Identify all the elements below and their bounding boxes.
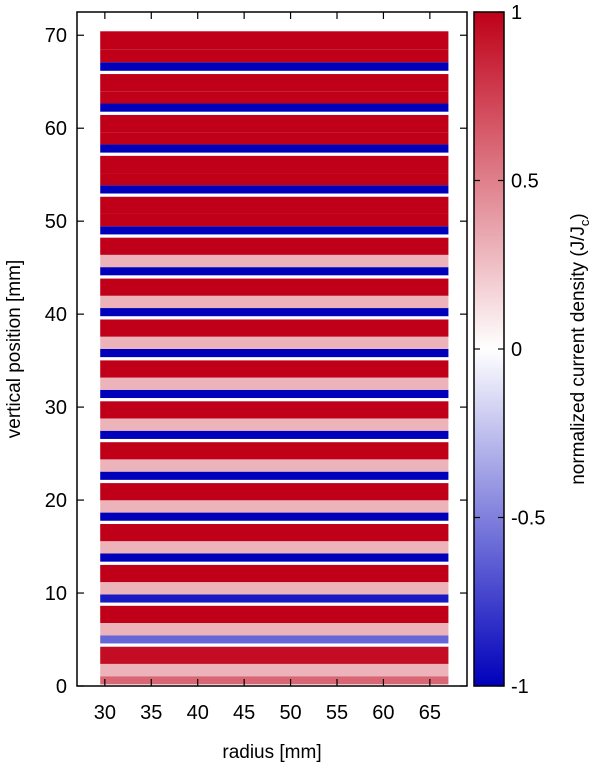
x-tick-label: 35: [140, 702, 162, 724]
tape-bottom-band: [100, 676, 449, 685]
tape-12: [100, 196, 449, 235]
tape-1: [100, 646, 449, 685]
tape-top-band: [100, 605, 449, 623]
colorbar-tick-label: 0.5: [511, 171, 539, 193]
tape-bottom-band: [100, 267, 449, 276]
tape-bottom-band: [100, 103, 449, 112]
tape-bottom-band: [100, 512, 449, 521]
tape-core: [100, 91, 449, 104]
tape-bottom-band: [100, 471, 449, 480]
y-tick-label: 0: [56, 676, 67, 698]
tape-core: [100, 132, 449, 145]
tape-top-band: [100, 319, 449, 337]
tape-top-band: [100, 360, 449, 378]
tape-top-band: [100, 237, 449, 255]
y-tick-label: 10: [45, 583, 67, 605]
tape-bottom-band: [100, 635, 449, 644]
tape-bottom-band: [100, 348, 449, 358]
tape-top-band: [100, 524, 449, 542]
tape-core: [100, 254, 449, 268]
tape-core: [100, 173, 449, 186]
tape-core: [100, 500, 449, 513]
tape-bottom-band: [100, 185, 449, 194]
tape-core: [100, 582, 449, 595]
tape-13: [100, 155, 449, 194]
tape-2: [100, 605, 449, 644]
tape-6: [100, 442, 449, 480]
x-axis-ticks: 30 35 40 45 50 55 60 65: [94, 12, 441, 724]
tape-bottom-band: [100, 553, 449, 562]
tape-top-band: [100, 278, 449, 296]
colorbar-tick-label: 0: [511, 339, 522, 361]
y-tick-label: 40: [45, 304, 67, 326]
x-tick-label: 45: [233, 702, 255, 724]
colorbar-tick-label: -1: [511, 676, 529, 698]
tape-8: [100, 360, 449, 399]
x-axis-title: radius [mm]: [222, 742, 321, 763]
x-tick-label: 50: [279, 702, 301, 724]
tape-top-band: [100, 155, 449, 174]
tape-core: [100, 541, 449, 554]
tape-bottom-band: [100, 389, 449, 399]
x-tick-label: 55: [326, 702, 348, 724]
tape-16: [100, 31, 449, 71]
tape-3: [100, 564, 449, 603]
colorbar-title: normalized current density (J/Jc): [568, 213, 592, 485]
y-tick-label: 20: [45, 490, 67, 512]
tape-bottom-band: [100, 308, 449, 317]
y-tick-label: 70: [45, 25, 67, 47]
tape-top-band: [100, 483, 449, 501]
tape-bottom-band: [100, 62, 449, 71]
tape-core: [100, 49, 449, 63]
tape-top-band: [100, 31, 449, 50]
tape-bottom-band: [100, 144, 449, 153]
tape-bottom-band: [100, 430, 449, 439]
tape-top-band: [100, 442, 449, 460]
x-tick-label: 40: [187, 702, 209, 724]
tape-top-band: [100, 401, 449, 419]
y-tick-label: 60: [45, 118, 67, 140]
tape-top-band: [100, 196, 449, 214]
x-tick-label: 30: [94, 702, 116, 724]
tape-4: [100, 524, 449, 562]
tape-5: [100, 483, 449, 521]
tape-core: [100, 213, 449, 227]
y-tick-label: 30: [45, 397, 67, 419]
colorbar-tick-label: -0.5: [511, 508, 545, 530]
tape-top-band: [100, 74, 449, 92]
tape-bottom-band: [100, 594, 449, 603]
tape-core: [100, 663, 449, 677]
y-axis-title: vertical position [mm]: [4, 260, 25, 438]
tape-core: [100, 418, 449, 431]
tape-bottom-band: [100, 226, 449, 235]
tape-10: [100, 278, 449, 317]
tape-core: [100, 377, 449, 390]
tape-core: [100, 295, 449, 309]
tape-9: [100, 319, 449, 358]
colorbar-ticks: -1 -0.5 0 0.5 1: [474, 2, 545, 698]
y-tick-label: 50: [45, 211, 67, 233]
tape-top-band: [100, 564, 449, 583]
colorbar-tick-label: 1: [511, 2, 522, 24]
plot-frame: [76, 11, 468, 687]
tape-core: [100, 622, 449, 636]
tape-top-band: [100, 646, 449, 664]
tape-14: [100, 114, 449, 153]
y-axis-ticks: 0 10 20 30 40 50 60 70: [45, 25, 467, 698]
tape-7: [100, 401, 449, 439]
tape-top-band: [100, 114, 449, 133]
tape-core: [100, 459, 449, 472]
tapes-layer: [100, 31, 449, 685]
x-tick-label: 60: [372, 702, 394, 724]
tape-11: [100, 237, 449, 276]
tape-15: [100, 74, 449, 112]
x-tick-label: 65: [419, 702, 441, 724]
tape-core: [100, 336, 449, 349]
